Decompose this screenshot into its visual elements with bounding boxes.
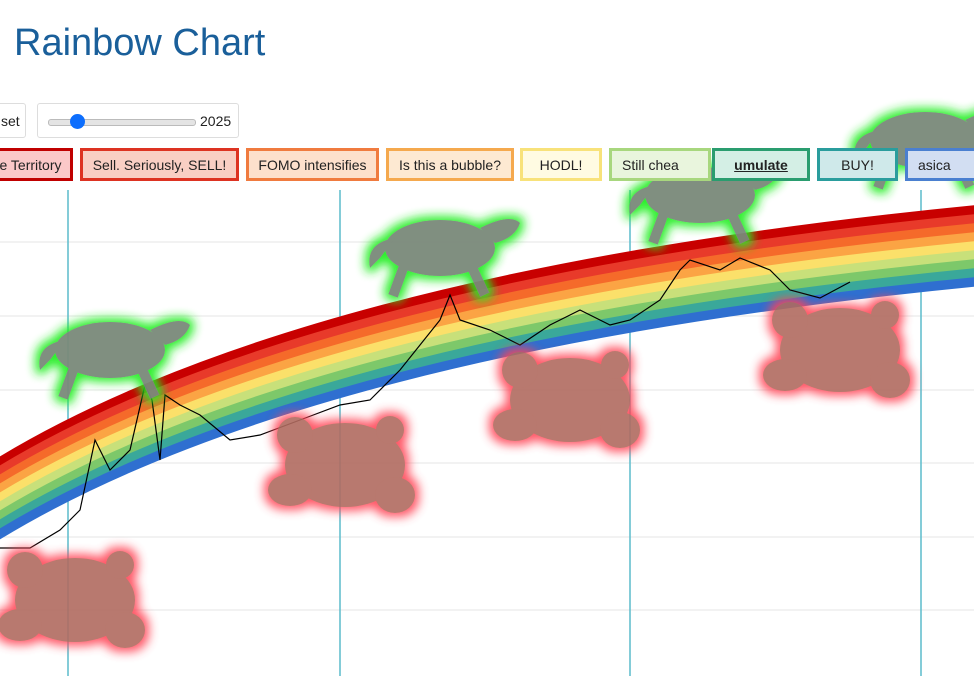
rainbow: [0, 205, 974, 540]
legend-button[interactable]: e Territory: [0, 148, 73, 181]
slider-track: [48, 119, 196, 126]
legend-button[interactable]: asica: [905, 148, 974, 181]
legend-button[interactable]: BUY!: [817, 148, 898, 181]
legend-button[interactable]: HODL!: [520, 148, 602, 181]
legend-button[interactable]: umulate: [712, 148, 810, 181]
legend-button[interactable]: FOMO intensifies: [246, 148, 379, 181]
slider-thumb[interactable]: [70, 114, 85, 129]
price-line: [0, 257, 851, 549]
year-label: 2025: [200, 112, 232, 129]
legend-button[interactable]: Still chea: [609, 148, 711, 181]
legend-button[interactable]: Sell. Seriously, SELL!: [80, 148, 239, 181]
year-slider[interactable]: 2025: [37, 103, 239, 138]
page-title: Rainbow Chart: [14, 22, 266, 64]
legend-button[interactable]: Is this a bubble?: [386, 148, 514, 181]
reset-button[interactable]: set: [0, 103, 26, 138]
